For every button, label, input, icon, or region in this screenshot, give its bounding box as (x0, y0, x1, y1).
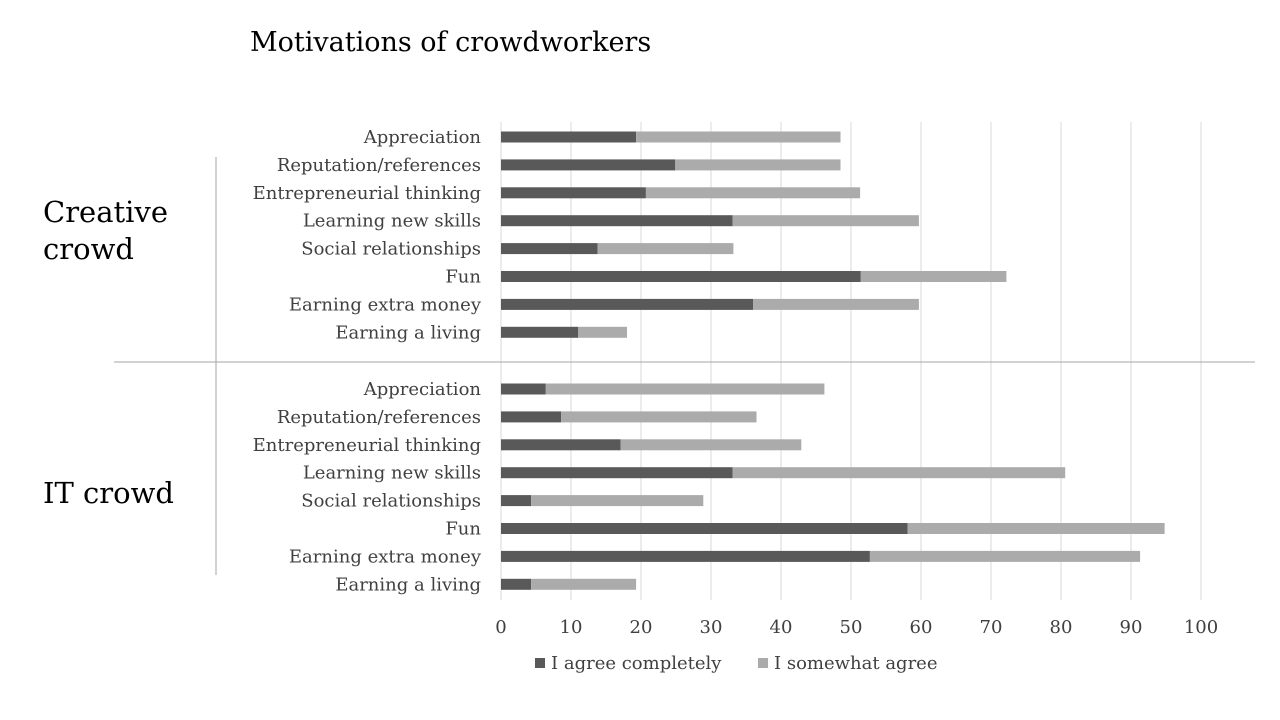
category-label: Entrepreneurial thinking (253, 183, 481, 204)
legend-swatch (758, 658, 768, 668)
bar-somewhat-agree (561, 411, 757, 423)
bar-somewhat-agree (636, 131, 841, 143)
bar-agree-completely (501, 215, 733, 227)
bar-agree-completely (501, 187, 646, 199)
x-axis-ticks: 0 10 20 30 40 50 60 70 80 90 100 (495, 617, 1218, 638)
bar-agree-completely (501, 159, 676, 171)
x-tick-label: 50 (840, 617, 863, 638)
bar-agree-completely (501, 131, 637, 143)
bar-somewhat-agree (860, 271, 1007, 282)
x-tick-label: 90 (1120, 617, 1143, 638)
category-label: Appreciation (363, 127, 482, 148)
category-label: Fun (445, 519, 481, 540)
bar-somewhat-agree (645, 187, 861, 199)
x-tick-label: 100 (1184, 617, 1218, 638)
category-label: Earning extra money (289, 294, 482, 315)
bar-agree-completely (501, 523, 908, 534)
category-label: Earning a living (335, 322, 481, 343)
bars (501, 131, 1165, 590)
gridlines (500, 122, 1202, 600)
bar-somewhat-agree (531, 495, 704, 507)
bar-agree-completely (501, 298, 753, 310)
category-labels: Appreciation Reputation/references Entrepr… (253, 127, 482, 595)
category-label: Learning new skills (303, 211, 481, 232)
bar-somewhat-agree (545, 383, 825, 395)
bar-agree-completely (501, 326, 578, 338)
group-label: crowd (43, 232, 134, 266)
group-label: IT crowd (43, 476, 174, 510)
bar-agree-completely (501, 467, 733, 479)
bar-somewhat-agree (732, 467, 1066, 479)
bar-agree-completely (501, 550, 870, 562)
legend: I agree completely I somewhat agree (535, 653, 937, 674)
bar-somewhat-agree (753, 298, 919, 310)
category-label: Earning a living (335, 574, 481, 595)
x-tick-label: 10 (560, 617, 583, 638)
category-label: Entrepreneurial thinking (253, 435, 481, 456)
category-label: Earning extra money (289, 546, 482, 567)
chart-title: Motivations of crowdworkers (250, 27, 651, 58)
category-label: Reputation/references (277, 407, 481, 428)
x-tick-label: 80 (1050, 617, 1073, 638)
category-label: Social relationships (301, 239, 481, 260)
bar-somewhat-agree (531, 578, 637, 590)
bar-somewhat-agree (732, 215, 919, 227)
category-label: Appreciation (363, 379, 482, 400)
x-tick-label: 40 (770, 617, 793, 638)
legend-swatch (535, 658, 545, 668)
bar-agree-completely (501, 243, 598, 255)
bar-somewhat-agree (907, 523, 1165, 534)
x-tick-label: 60 (910, 617, 933, 638)
bar-somewhat-agree (620, 439, 802, 451)
x-tick-label: 20 (630, 617, 653, 638)
legend-label: I somewhat agree (774, 653, 937, 674)
category-label: Reputation/references (277, 155, 481, 176)
bar-agree-completely (501, 439, 621, 451)
legend-label: I agree completely (551, 653, 722, 674)
bar-somewhat-agree (597, 243, 734, 255)
bar-agree-completely (501, 495, 532, 507)
bar-agree-completely (501, 411, 562, 423)
category-label: Learning new skills (303, 463, 481, 484)
group-dividers (114, 157, 1255, 575)
bar-agree-completely (501, 578, 532, 590)
bar-somewhat-agree (675, 159, 841, 171)
category-label: Fun (445, 267, 481, 288)
x-tick-label: 30 (700, 617, 723, 638)
group-label: Creative (43, 195, 168, 229)
bar-agree-completely (501, 383, 546, 395)
bar-agree-completely (501, 271, 861, 282)
x-tick-label: 70 (980, 617, 1003, 638)
bar-somewhat-agree (578, 326, 627, 338)
bar-somewhat-agree (869, 550, 1141, 562)
x-tick-label: 0 (495, 617, 506, 638)
category-label: Social relationships (301, 491, 481, 512)
